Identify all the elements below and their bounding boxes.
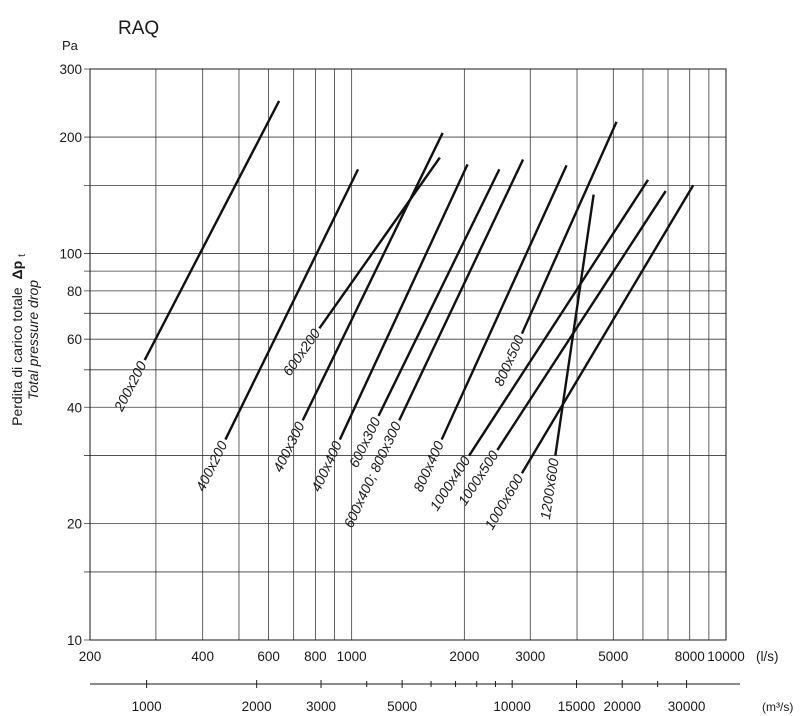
- secondary-unit-label: (m³/s): [762, 700, 793, 714]
- x-tick-label: 800: [304, 649, 327, 664]
- chart-title: RAQ: [118, 18, 159, 39]
- series-line: [468, 179, 650, 457]
- y-tick-label: 20: [67, 517, 82, 532]
- series-line: [398, 158, 525, 421]
- y-axis-title: Perdita di carico totale Δp t Total pres…: [9, 254, 41, 426]
- series-label: 800x500: [491, 333, 528, 389]
- x-tick-label: 8000: [675, 649, 705, 664]
- series-line: [301, 132, 444, 421]
- secondary-tick-label: 1000: [132, 699, 162, 714]
- y-tick-label: 10: [67, 633, 82, 648]
- series-label: 400x200: [192, 438, 230, 493]
- x-tick-label: 3000: [515, 649, 545, 664]
- grid-layer: [84, 68, 727, 641]
- y-axis-title-it-text: Perdita di carico totale: [9, 287, 25, 426]
- x-tick-label: 600: [257, 649, 280, 664]
- y-tick-label: 300: [59, 62, 82, 77]
- y-tick-label: 100: [59, 246, 82, 261]
- secondary-tick-label: 30000: [668, 699, 706, 714]
- y-tick-label: 200: [59, 130, 82, 145]
- x-tick-label: 2000: [449, 649, 479, 664]
- series-line: [496, 190, 667, 451]
- secondary-tick-label: 2000: [242, 699, 272, 714]
- series-line: [338, 163, 469, 441]
- x-tick-label: 200: [79, 649, 102, 664]
- x-tick-label: 1000: [337, 649, 367, 664]
- axis-labels-layer: 10 20 40 60 80 100 200 300 200 400 600 800 1000 2000 3…: [59, 62, 778, 664]
- y-axis-title-en: Total pressure drop: [25, 280, 41, 400]
- secondary-tick-label: 20000: [603, 699, 641, 714]
- secondary-tick-label: 10000: [493, 699, 531, 714]
- y-tick-label: 40: [67, 400, 82, 415]
- series-line: [377, 168, 501, 417]
- series-line: [224, 168, 360, 441]
- secondary-tick-label: 15000: [558, 699, 596, 714]
- series-label: 200x200: [110, 358, 149, 414]
- x-tick-label: 10000: [707, 649, 745, 664]
- y-tick-label: 60: [67, 332, 82, 347]
- series-label: 400x300: [270, 419, 308, 474]
- y-axis-title-it: Perdita di carico totale Δp t: [9, 254, 28, 426]
- series-label: 600x200: [279, 325, 323, 378]
- series-line: [440, 164, 568, 441]
- x-tick-label: 5000: [598, 649, 628, 664]
- series-label: 1200x600: [537, 457, 562, 520]
- y-axis-symbol-sub: t: [17, 254, 28, 257]
- series-line: [520, 121, 618, 335]
- x-tick-label: 400: [191, 649, 214, 664]
- secondary-tick-label: 5000: [387, 699, 417, 714]
- y-axis-symbol: Δp: [9, 261, 25, 280]
- series-line: [143, 100, 281, 361]
- plot-frame: [89, 68, 727, 641]
- x-unit-label: (l/s): [756, 649, 779, 664]
- y-tick-label: 80: [67, 284, 82, 299]
- series-line: [554, 194, 595, 456]
- series-line: [318, 156, 441, 330]
- series-label: 400x400: [308, 438, 345, 494]
- secondary-tick-label: 3000: [306, 699, 336, 714]
- series-line: [520, 184, 695, 474]
- secondary-axis: 1000 2000 3000 5000 10000 15000 20000 30000 (m³/…: [90, 680, 793, 714]
- y-unit-label: Pa: [62, 38, 79, 53]
- series-label: 1000x600: [481, 471, 526, 532]
